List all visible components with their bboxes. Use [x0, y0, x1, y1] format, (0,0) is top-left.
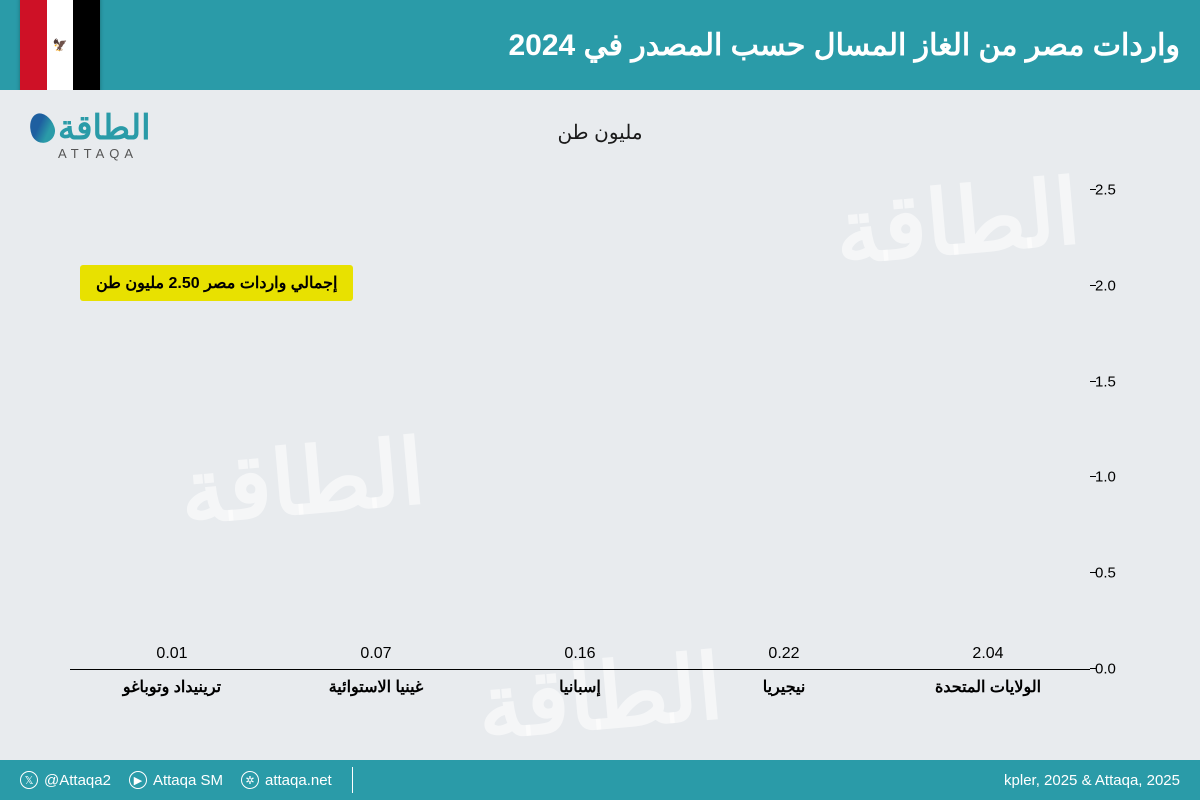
- y-tick-mark: [1090, 381, 1096, 382]
- logo-english: ATTAQA: [58, 146, 151, 161]
- social-item[interactable]: ✲ attaqa.net: [241, 771, 332, 789]
- footer-divider: [352, 767, 353, 793]
- y-tick-mark: [1090, 668, 1096, 669]
- bar-value-label: 0.16: [540, 645, 620, 663]
- flag-stripe-white: 🦅: [47, 0, 74, 95]
- header-bar: واردات مصر من الغاز المسال حسب المصدر في…: [0, 0, 1200, 90]
- bar-value-label: 2.04: [948, 645, 1028, 663]
- y-axis-unit-label: مليون طن: [40, 120, 1160, 145]
- web-icon: ✲: [241, 771, 259, 789]
- x-category-label: إسبانيا: [481, 677, 679, 697]
- egypt-flag: 🦅: [20, 0, 100, 95]
- social-handle: @Attaqa2: [44, 772, 111, 789]
- youtube-icon: ▶: [129, 771, 147, 789]
- footer-bar: 𝕏 @Attaqa2 ▶ Attaqa SM ✲ attaqa.net kpler, 20…: [0, 760, 1200, 800]
- x-icon: 𝕏: [20, 771, 38, 789]
- y-tick-mark: [1090, 572, 1096, 573]
- bar-value-label: 0.01: [132, 645, 212, 663]
- eagle-emblem-icon: 🦅: [53, 38, 68, 52]
- y-tick-label: 0.0: [1095, 661, 1130, 678]
- bar-value-label: 0.22: [744, 645, 824, 663]
- chart-body: الطاقة الطاقة الطاقة مليون طن الطاقة ATT…: [0, 90, 1200, 760]
- x-category-label: غينيا الاستوائية: [277, 677, 475, 697]
- chart-title: واردات مصر من الغاز المسال حسب المصدر في…: [100, 28, 1180, 63]
- social-handle: Attaqa SM: [153, 772, 223, 789]
- y-tick-mark: [1090, 285, 1096, 286]
- social-item[interactable]: ▶ Attaqa SM: [129, 771, 223, 789]
- x-category-label: نيجيريا: [685, 677, 883, 697]
- social-item[interactable]: 𝕏 @Attaqa2: [20, 771, 111, 789]
- y-tick-label: 1.5: [1095, 373, 1130, 390]
- footer-social: 𝕏 @Attaqa2 ▶ Attaqa SM ✲ attaqa.net: [20, 771, 332, 789]
- y-tick-label: 1.0: [1095, 469, 1130, 486]
- x-category-label: الولايات المتحدة: [889, 677, 1087, 697]
- flag-stripe-red: [20, 0, 47, 95]
- logo-arabic: الطاقة: [30, 108, 151, 148]
- x-category-label: ترينيداد وتوباغو: [73, 677, 271, 697]
- footer-source: kpler, 2025 & Attaqa, 2025: [1004, 772, 1180, 789]
- y-tick-mark: [1090, 189, 1096, 190]
- attaqa-logo: الطاقة ATTAQA: [30, 108, 151, 161]
- y-tick-mark: [1090, 476, 1096, 477]
- plot-area: 0.00.51.01.52.02.52.04الولايات المتحدة0.…: [70, 190, 1090, 670]
- y-tick-label: 2.5: [1095, 182, 1130, 199]
- y-tick-label: 2.0: [1095, 277, 1130, 294]
- y-tick-label: 0.5: [1095, 565, 1130, 582]
- drop-icon: [26, 110, 59, 146]
- bar-value-label: 0.07: [336, 645, 416, 663]
- flag-stripe-black: [73, 0, 100, 95]
- social-handle: attaqa.net: [265, 772, 332, 789]
- total-callout: إجمالي واردات مصر 2.50 مليون طن: [80, 265, 353, 301]
- logo-arabic-text: الطاقة: [58, 108, 151, 148]
